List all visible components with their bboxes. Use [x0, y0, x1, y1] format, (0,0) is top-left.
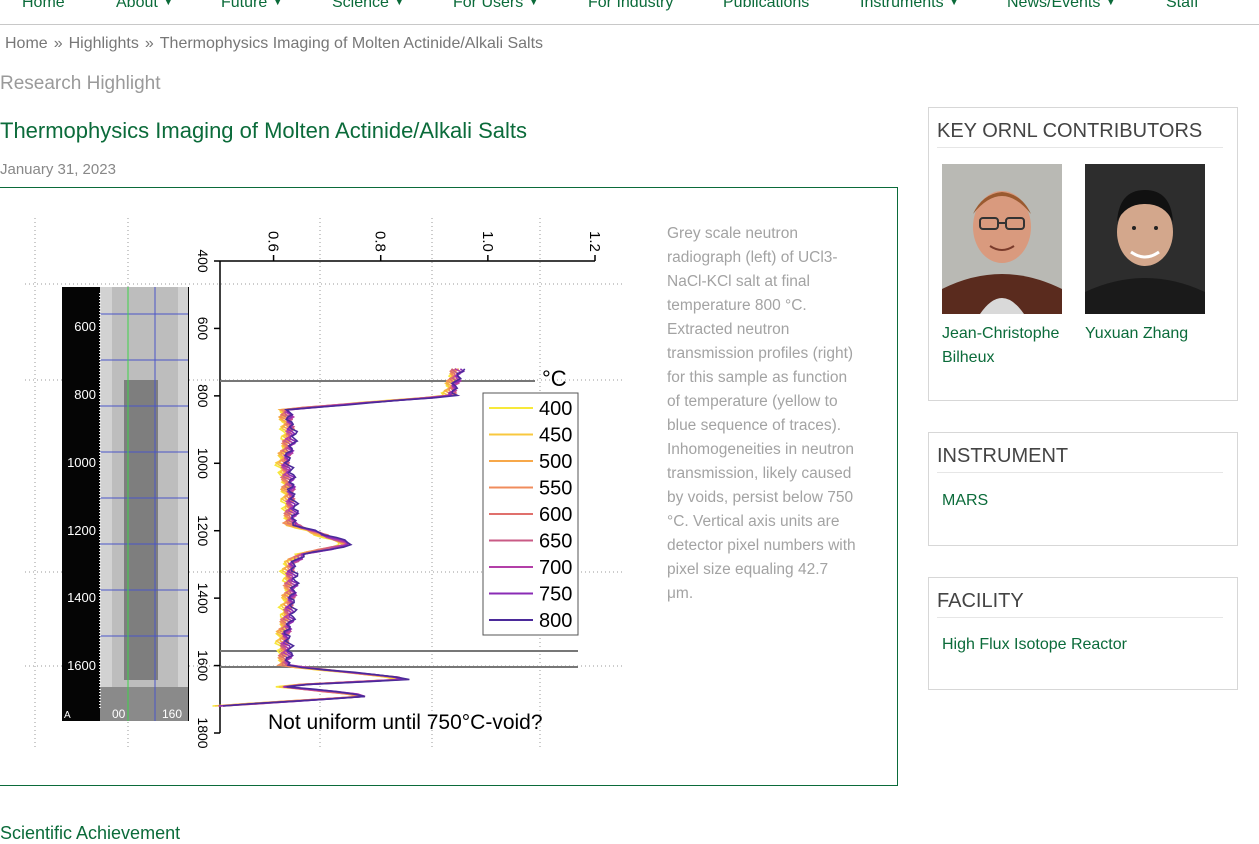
legend-entry: 450 [539, 425, 572, 447]
legend-entry: 800 [539, 610, 572, 632]
x-tick-label: 0.6 [265, 231, 282, 252]
radiograph-tick: 1600 [67, 658, 96, 673]
radiograph-xtick: 00 [112, 707, 126, 721]
facility-panel: FACILITY High Flux Isotope Reactor [928, 577, 1238, 690]
radiograph-tick: 600 [74, 319, 96, 334]
y-tick-label: 600 [195, 317, 211, 341]
y-tick-label: 1800 [195, 717, 211, 748]
nav-for-users[interactable]: For Users ▼ [453, 0, 538, 12]
x-tick-label: 1.0 [479, 231, 496, 252]
radiograph-xtick: 160 [162, 707, 182, 721]
nav-future[interactable]: Future ▼ [221, 0, 282, 12]
trace-series-700 [218, 368, 463, 707]
x-tick-label: 0.8 [372, 231, 389, 252]
breadcrumb-separator: » [144, 35, 154, 52]
y-tick-label: 800 [195, 384, 211, 408]
radiograph-tick: 1200 [67, 523, 96, 538]
y-tick-label: 1200 [195, 515, 211, 546]
y-tick-label: 1000 [195, 448, 211, 479]
top-navigation: Home About ▼ Future ▼ Science ▼ For Users ▼ … [0, 0, 1259, 25]
trace-series-600 [223, 368, 458, 707]
legend: 400 450 500 550 600 650 700 750 800 [489, 398, 572, 632]
y-tick-label: 1400 [195, 583, 211, 614]
article-date: January 31, 2023 [0, 161, 116, 178]
chevron-down-icon: ▼ [529, 0, 539, 7]
breadcrumb: Home » Highlights » Thermophysics Imaging of… [5, 35, 543, 53]
contributor-name-link[interactable]: Jean-Christophe Bilheux [942, 325, 1060, 366]
legend-entry: 750 [539, 584, 572, 606]
nav-instruments[interactable]: Instruments ▼ [860, 0, 959, 12]
trace-series-800 [223, 368, 466, 707]
facility-link[interactable]: High Flux Isotope Reactor [942, 636, 1127, 653]
trace-series-650 [220, 368, 460, 707]
legend-entry: 600 [539, 504, 572, 526]
research-figure: 600 800 1000 1200 1400 1600 00 160 A 0.6… [25, 218, 625, 749]
nav-about[interactable]: About ▼ [116, 0, 173, 12]
page-title: Thermophysics Imaging of Molten Actinide… [0, 118, 528, 143]
trace-series-750 [218, 368, 466, 707]
breadcrumb-separator: » [53, 35, 63, 52]
instrument-heading: INSTRUMENT [937, 445, 1223, 473]
legend-entry: 400 [539, 398, 572, 420]
contributor-name-link[interactable]: Yuxuan Zhang [1085, 325, 1189, 342]
x-tick-label: 1.2 [586, 231, 603, 252]
instrument-panel: INSTRUMENT MARS [928, 432, 1238, 546]
chevron-down-icon: ▼ [163, 0, 173, 7]
radiograph-tick: 1400 [67, 590, 96, 605]
neutron-radiograph: 600 800 1000 1200 1400 1600 00 160 A [62, 287, 189, 721]
legend-title: °C [542, 366, 567, 391]
contributors-panel: KEY ORNL CONTRIBUTORS Jean-Christophe Bi… [928, 107, 1238, 401]
breadcrumb-home[interactable]: Home [5, 35, 48, 52]
figure-annotation: Not uniform until 750°C-void? [268, 711, 543, 734]
nav-news-events[interactable]: News/Events ▼ [1007, 0, 1115, 12]
x-axis-ticks: 0.6 0.8 1.0 1.2 [265, 231, 603, 261]
y-axis-ticks: 400 600 800 1000 1200 1400 1600 1800 [195, 249, 220, 749]
chevron-down-icon: ▼ [1106, 0, 1116, 7]
avatar[interactable] [1085, 164, 1205, 314]
radiograph-corner-label: A [64, 710, 71, 721]
nav-publications[interactable]: Publications [723, 0, 810, 11]
article-kicker: Research Highlight [0, 73, 161, 94]
avatar[interactable] [942, 164, 1062, 314]
contributors-heading: KEY ORNL CONTRIBUTORS [937, 120, 1223, 148]
nav-science[interactable]: Science ▼ [332, 0, 404, 12]
chevron-down-icon: ▼ [273, 0, 283, 7]
nav-staff[interactable]: Staff [1166, 0, 1199, 11]
nav-home[interactable]: Home [22, 0, 65, 11]
profile-axes [219, 260, 595, 733]
figure-caption: Grey scale neutron radiograph (left) of … [667, 225, 856, 602]
transmission-traces [212, 368, 466, 707]
contributor-card: Yuxuan Zhang [1085, 164, 1210, 346]
breadcrumb-current: Thermophysics Imaging of Molten Actinide… [159, 35, 544, 52]
breadcrumb-highlights[interactable]: Highlights [68, 35, 139, 52]
legend-entry: 700 [539, 557, 572, 579]
radiograph-tick: 800 [74, 387, 96, 402]
legend-entry: 500 [539, 451, 572, 473]
figure-frame: 600 800 1000 1200 1400 1600 00 160 A 0.6… [0, 187, 898, 786]
legend-entry: 550 [539, 478, 572, 500]
contributor-card: Jean-Christophe Bilheux [942, 164, 1067, 370]
section-heading-scientific-achievement: Scientific Achievement [0, 823, 181, 843]
radiograph-tick: 1000 [67, 455, 96, 470]
legend-entry: 650 [539, 531, 572, 553]
facility-heading: FACILITY [937, 590, 1223, 618]
nav-for-industry[interactable]: For Industry [588, 0, 674, 11]
y-tick-label: 400 [195, 249, 211, 273]
y-tick-label: 1600 [195, 650, 211, 681]
instrument-link[interactable]: MARS [942, 492, 989, 509]
chevron-down-icon: ▼ [949, 0, 959, 7]
chevron-down-icon: ▼ [394, 0, 404, 7]
trace-series-550 [222, 368, 457, 707]
